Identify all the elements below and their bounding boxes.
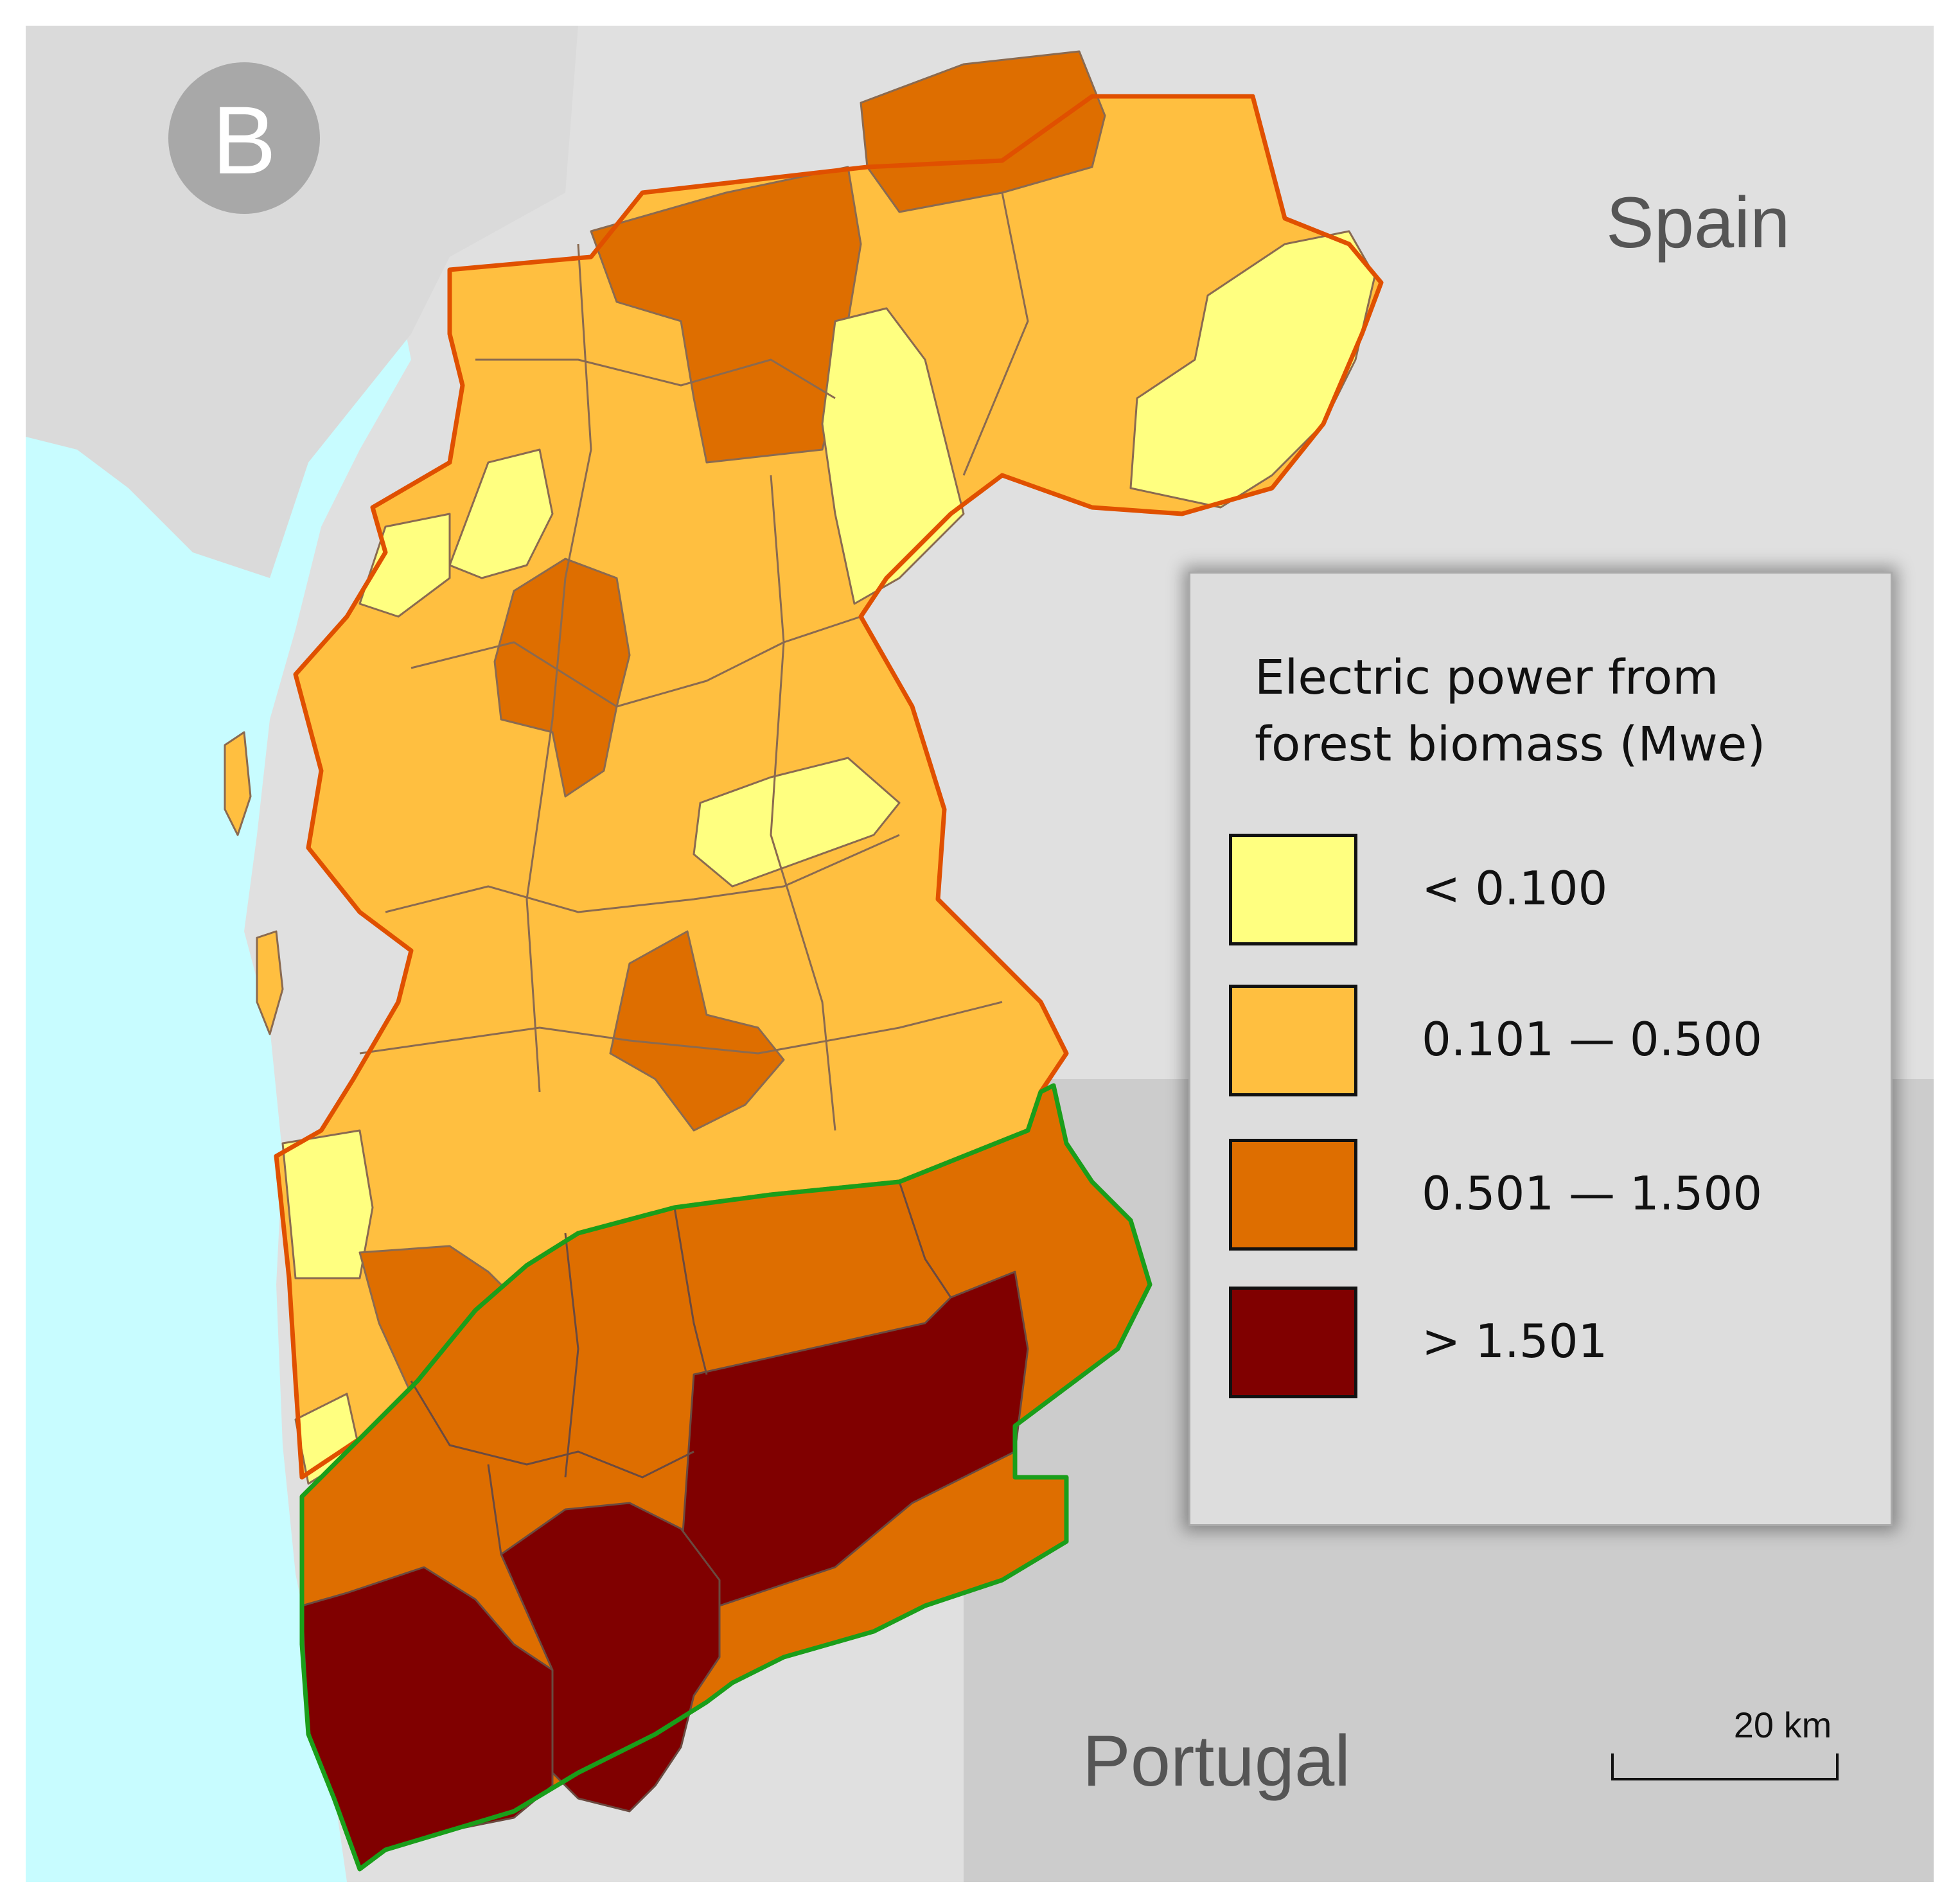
legend-label: < 0.100 xyxy=(1422,861,1608,915)
municipal-boundary xyxy=(673,1207,708,1375)
municipality-region xyxy=(493,558,631,798)
legend-item: 0.501 — 1.500 xyxy=(1229,1139,1858,1254)
municipality-region xyxy=(281,1129,374,1279)
municipal-boundary xyxy=(962,192,1029,476)
municipal-boundary xyxy=(770,475,836,1131)
municipality-region xyxy=(821,307,965,605)
coast-land xyxy=(26,26,578,578)
municipal-boundary xyxy=(487,1464,502,1555)
municipal-boundary xyxy=(410,1380,694,1479)
panel-label-badge xyxy=(168,62,320,214)
legend-swatch xyxy=(1229,1287,1357,1398)
galicia-islet xyxy=(256,930,284,1035)
scale-bar-line xyxy=(1611,1753,1839,1780)
panel-label-text: B xyxy=(212,86,276,194)
portugal-border xyxy=(299,1083,1152,1872)
legend-swatch xyxy=(1229,1139,1357,1251)
legend-swatch xyxy=(1229,985,1357,1096)
municipal-boundary xyxy=(525,243,592,1093)
scale-bar-label: 20 km xyxy=(1734,1705,1832,1745)
sea xyxy=(26,135,411,1882)
municipality-region xyxy=(860,50,1106,213)
legend-label: 0.501 — 1.500 xyxy=(1422,1166,1763,1220)
municipal-boundary xyxy=(898,1181,952,1298)
municipal-boundary xyxy=(411,615,861,708)
legend-item: > 1.501 xyxy=(1229,1287,1858,1402)
legend-swatch xyxy=(1229,834,1357,945)
legend-item: 0.101 — 0.500 xyxy=(1229,985,1858,1100)
country-label-portugal: Portugal xyxy=(1082,1721,1350,1801)
municipal-boundary xyxy=(564,1233,579,1478)
legend-title-line: forest biomass (Mwe) xyxy=(1255,717,1766,772)
legend-item: < 0.100 xyxy=(1229,834,1858,949)
panel-label: B xyxy=(168,62,320,214)
municipality-region xyxy=(609,930,785,1132)
portugal-municipalities xyxy=(301,1084,1151,1870)
municipality-region xyxy=(1129,230,1376,509)
municipality-region xyxy=(693,757,901,888)
legend-title-line: Electric power from xyxy=(1255,650,1719,705)
municipal-boundary xyxy=(475,358,836,400)
legend: Electric power from forest biomass (Mwe)… xyxy=(1188,572,1893,1526)
legend-title: Electric power from forest biomass (Mwe) xyxy=(1255,644,1765,778)
municipality-region xyxy=(500,1502,721,1813)
municipal-boundary xyxy=(359,1001,1003,1055)
legend-label: > 1.501 xyxy=(1422,1314,1608,1368)
legend-label: 0.101 — 0.500 xyxy=(1422,1012,1763,1066)
galicia-islet xyxy=(224,731,252,836)
municipal-boundary xyxy=(385,834,900,913)
country-label-spain: Spain xyxy=(1606,182,1790,263)
scale-bar: 20 km xyxy=(1611,1705,1839,1780)
